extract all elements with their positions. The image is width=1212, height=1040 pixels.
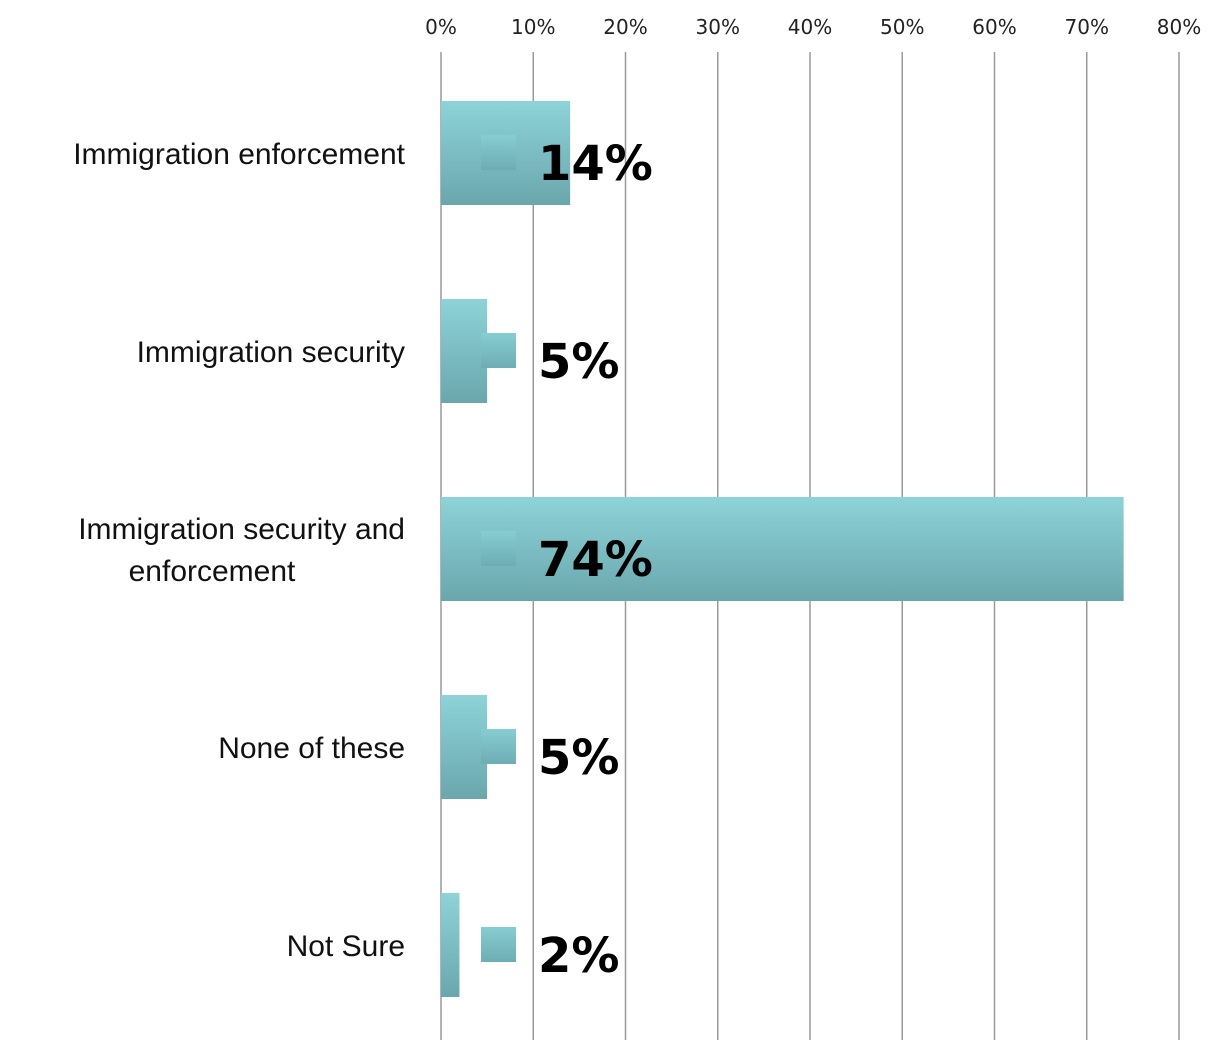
- category-label: Immigration security and: [78, 513, 405, 546]
- category-label: Immigration security: [137, 336, 405, 369]
- bar: [441, 497, 1124, 601]
- category-label: enforcement: [129, 555, 296, 588]
- legend-marker: [481, 729, 516, 764]
- x-tick-label: 40%: [788, 15, 832, 39]
- data-label: 5%: [538, 334, 620, 390]
- x-tick-label: 50%: [880, 15, 924, 39]
- legend-marker: [481, 531, 516, 566]
- category-label: None of these: [218, 732, 405, 765]
- category-label: Immigration enforcement: [73, 138, 405, 171]
- legend-markers: [481, 135, 516, 962]
- data-label: 14%: [538, 136, 653, 192]
- x-tick-label: 70%: [1065, 15, 1109, 39]
- x-tick-label: 80%: [1157, 15, 1201, 39]
- data-label: 5%: [538, 730, 620, 786]
- x-tick-label: 30%: [696, 15, 740, 39]
- bar: [441, 695, 488, 799]
- data-label: 74%: [538, 532, 653, 588]
- legend-marker: [481, 927, 516, 962]
- data-labels: 14% 5% 74% 5% 2%: [538, 136, 653, 984]
- x-tick-label: 10%: [511, 15, 555, 39]
- legend-marker: [481, 333, 516, 368]
- x-tick-label: 20%: [603, 15, 647, 39]
- bar: [441, 893, 460, 997]
- legend-marker: [481, 135, 516, 170]
- x-tick-label: 60%: [972, 15, 1016, 39]
- category-label: Not Sure: [287, 930, 405, 963]
- x-tick-label: 0%: [425, 15, 457, 39]
- data-label: 2%: [538, 928, 620, 984]
- x-axis-ticks: 0% 10% 20% 30% 40% 50% 60% 70% 80%: [425, 15, 1201, 39]
- bars: [441, 101, 1124, 997]
- bar: [441, 299, 488, 403]
- category-labels: Immigration enforcement Immigration secur…: [73, 138, 405, 963]
